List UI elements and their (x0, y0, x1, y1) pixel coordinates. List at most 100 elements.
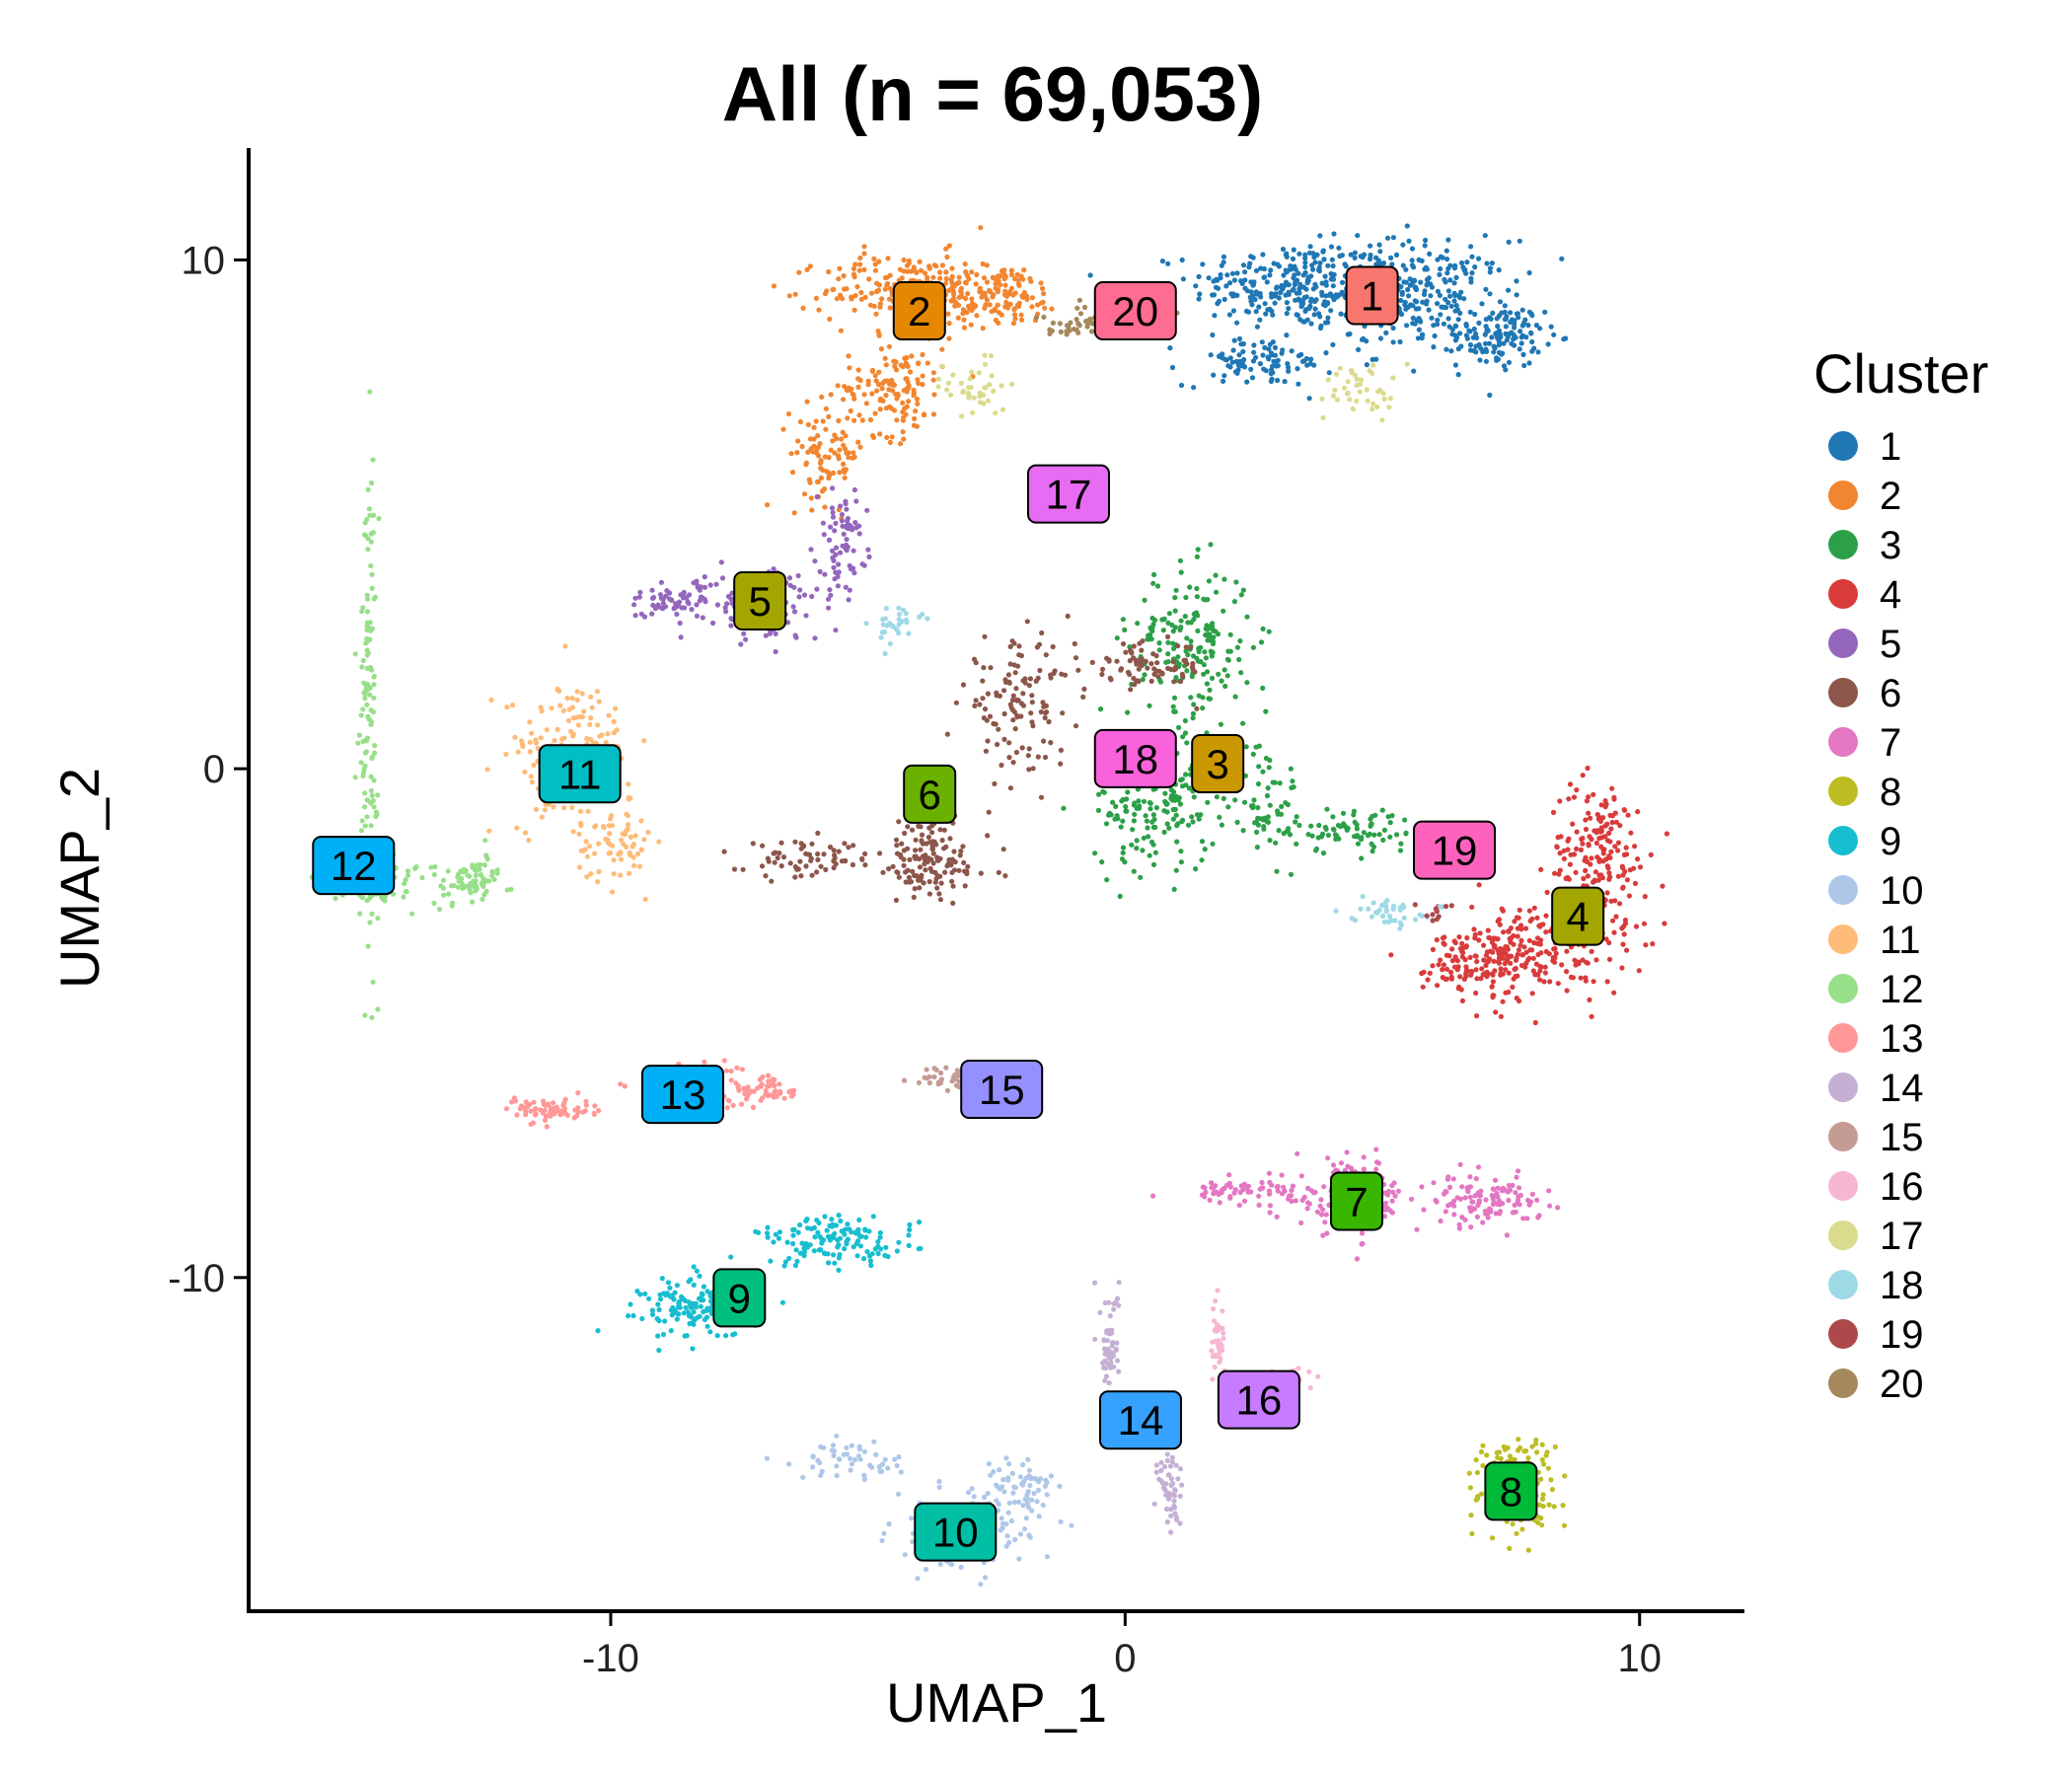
data-point (584, 853, 591, 859)
data-point (1483, 286, 1489, 292)
data-point (842, 384, 848, 390)
data-point (1294, 841, 1299, 847)
data-point (1072, 640, 1077, 647)
data-point (1142, 597, 1147, 603)
data-point (1594, 811, 1600, 818)
data-point (1574, 829, 1580, 835)
data-point (1506, 970, 1512, 976)
data-point (1478, 1491, 1484, 1497)
data-point (1300, 297, 1306, 303)
data-point (861, 1476, 868, 1482)
data-point (1526, 269, 1532, 276)
data-point (1181, 657, 1187, 664)
data-point (1484, 329, 1490, 334)
data-point (1316, 822, 1322, 829)
data-point (849, 1443, 854, 1448)
data-point (867, 416, 874, 423)
data-point (1304, 1206, 1310, 1212)
data-point (1347, 331, 1353, 337)
data-point (1511, 932, 1517, 939)
data-point (593, 823, 599, 829)
data-point (1513, 1209, 1518, 1215)
data-point (1324, 806, 1330, 812)
data-point (1282, 379, 1288, 385)
data-point (1250, 255, 1256, 260)
data-point (1173, 587, 1179, 593)
data-point (896, 1491, 902, 1497)
data-point (1561, 855, 1567, 862)
data-point (1311, 362, 1317, 368)
data-point (514, 1112, 520, 1118)
data-point (1621, 851, 1627, 858)
data-point (900, 417, 907, 423)
data-point (1506, 1182, 1512, 1189)
data-point (738, 641, 744, 647)
data-point (1046, 718, 1052, 725)
data-point (1006, 755, 1012, 761)
data-point (1507, 1545, 1513, 1551)
data-point (405, 868, 410, 874)
data-point (784, 620, 791, 626)
data-point (823, 406, 830, 411)
data-point (1456, 934, 1462, 940)
data-point (1106, 1380, 1112, 1386)
data-point (1187, 584, 1193, 590)
data-point (1579, 836, 1585, 843)
data-point (1317, 233, 1323, 239)
data-point (364, 620, 371, 626)
data-point (907, 1221, 913, 1227)
data-point (1161, 616, 1167, 623)
data-point (886, 1521, 892, 1527)
data-point (1443, 346, 1449, 352)
data-point (1256, 743, 1262, 749)
data-point (1473, 1176, 1479, 1182)
data-point (1580, 841, 1586, 847)
data-point (906, 1242, 912, 1248)
data-point (1294, 814, 1299, 820)
data-point (834, 436, 840, 442)
data-point (813, 449, 819, 455)
data-point (1148, 661, 1154, 667)
data-point (1502, 309, 1508, 315)
data-point (788, 451, 794, 457)
data-point (833, 545, 840, 551)
data-point (1485, 1215, 1491, 1221)
data-point (1274, 868, 1280, 874)
data-point (1612, 810, 1618, 816)
data-point (1494, 331, 1500, 336)
data-point (849, 527, 855, 533)
data-point (854, 1238, 861, 1244)
data-point (1414, 299, 1420, 305)
data-point (551, 1100, 556, 1106)
data-point (771, 851, 777, 856)
data-point (1516, 1197, 1521, 1203)
data-point (793, 1247, 799, 1253)
data-point (1089, 659, 1095, 666)
data-point (1348, 252, 1354, 258)
data-point (1256, 304, 1262, 310)
data-point (637, 589, 643, 596)
data-point (364, 665, 370, 672)
data-point (1331, 271, 1337, 277)
data-point (1526, 937, 1532, 943)
data-point (661, 1291, 667, 1296)
data-point (626, 781, 631, 787)
data-point (1242, 269, 1248, 275)
data-point (591, 1110, 597, 1116)
data-point (1467, 329, 1473, 334)
data-point (946, 243, 952, 249)
data-point (1437, 271, 1443, 277)
data-point (1136, 798, 1142, 804)
data-point (1140, 848, 1146, 853)
data-point (911, 264, 917, 270)
data-point (1564, 988, 1570, 994)
data-point (1211, 372, 1217, 378)
data-point (795, 438, 801, 444)
data-point (1529, 1191, 1535, 1197)
data-point (1022, 1497, 1028, 1503)
data-point (1178, 618, 1184, 624)
data-point (352, 651, 358, 657)
data-point (360, 706, 366, 712)
data-point (887, 305, 893, 311)
data-point (1595, 816, 1601, 822)
